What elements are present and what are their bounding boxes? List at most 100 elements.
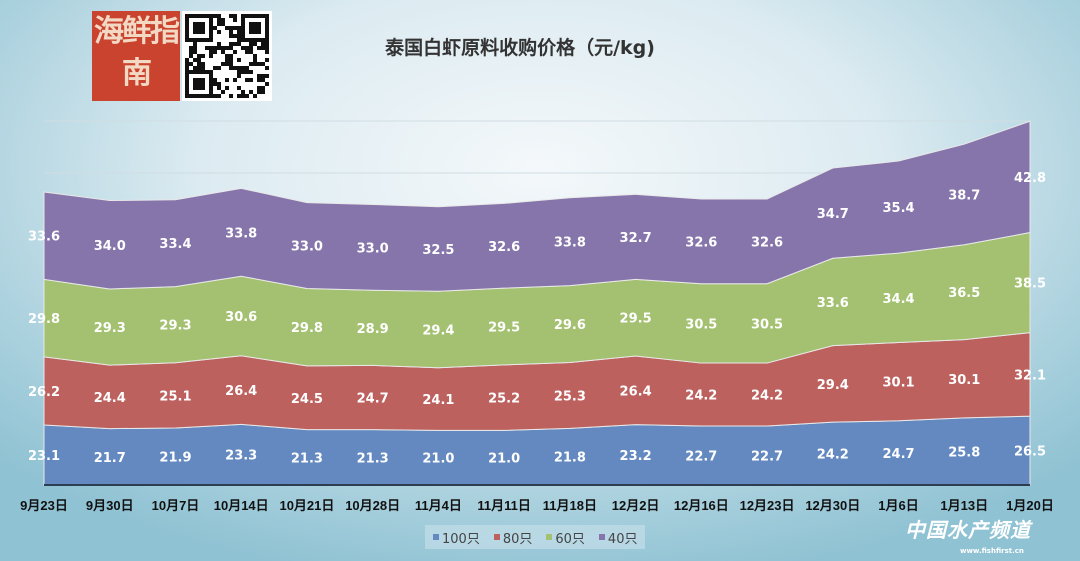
qr-module [209,22,213,26]
x-tick-label: 12月23日 [740,498,795,513]
data-label: 32.7 [620,231,652,246]
qr-module [217,82,221,86]
qr-module [249,14,253,18]
qr-module [193,30,197,34]
qr-module [213,94,217,98]
qr-module [237,94,241,98]
qr-module [217,94,221,98]
data-label: 29.3 [159,319,191,334]
data-label: 26.4 [225,384,257,399]
qr-module [209,46,213,50]
data-label: 24.2 [685,389,717,404]
qr-module [233,42,237,46]
legend-item: 60只 [546,528,585,547]
qr-module [265,38,269,42]
data-label: 24.2 [751,389,783,404]
data-label: 29.3 [94,321,126,336]
data-label: 23.3 [225,449,257,464]
qr-module [193,58,197,62]
qr-module [197,66,201,70]
data-label: 21.8 [554,451,586,466]
qr-module [241,14,245,18]
qr-module [213,78,217,82]
qr-module [201,94,205,98]
data-label: 24.7 [357,392,389,407]
data-label: 25.3 [554,389,586,404]
qr-module [237,38,241,42]
qr-module [229,14,233,18]
qr-module [265,30,269,34]
x-tick-label: 12月16日 [674,498,729,513]
qr-module [209,78,213,82]
qr-module [193,22,197,26]
qr-module [217,30,221,34]
qr-module [197,26,201,30]
qr-module [253,62,257,66]
data-label: 30.1 [948,373,980,388]
qr-module [241,94,245,98]
data-label: 30.6 [225,310,257,325]
qr-module [201,22,205,26]
legend-swatch [433,534,439,540]
qr-module [257,46,261,50]
x-tick-label: 10月21日 [279,498,334,513]
qr-module [209,30,213,34]
data-label: 38.7 [948,188,980,203]
qr-module [229,58,233,62]
qr-module [197,94,201,98]
qr-module [209,70,213,74]
qr-module [193,70,197,74]
qr-module [209,18,213,22]
x-tick-label: 10月7日 [152,498,200,513]
data-label: 29.6 [554,318,586,333]
data-label: 33.8 [554,236,586,251]
data-label: 32.1 [1014,368,1046,383]
qr-module [205,94,209,98]
qr-module [265,66,269,70]
data-label: 24.5 [291,392,323,407]
qr-module [201,38,205,42]
qr-module [201,26,205,30]
qr-module [189,62,193,66]
qr-module [265,22,269,26]
watermark-url: www.fishfirst.cn [960,547,1024,555]
legend: 100只 80只 60只 40只 [425,525,646,549]
qr-module [237,30,241,34]
data-label: 29.8 [28,312,60,327]
qr-module [261,42,265,46]
x-tick-label: 9月30日 [86,498,134,513]
qr-module [265,58,269,62]
qr-module [189,38,193,42]
qr-module [217,46,221,50]
qr-module [197,22,201,26]
qr-module [253,30,257,34]
qr-module [225,78,229,82]
qr-module [257,74,261,78]
data-label: 25.1 [159,389,191,404]
qr-module [197,58,201,62]
qr-module [233,14,237,18]
qr-module [253,38,257,42]
qr-module [265,46,269,50]
qr-module [257,86,261,90]
qr-module [257,26,261,30]
qr-module [225,46,229,50]
qr-module [209,14,213,18]
qr-module [233,26,237,30]
qr-module [185,22,189,26]
data-label: 30.5 [685,317,717,332]
qr-module [229,66,233,70]
data-label: 32.5 [422,243,454,258]
qr-module [257,22,261,26]
data-label: 34.7 [817,207,849,222]
qr-module [209,90,213,94]
qr-module [245,46,249,50]
data-label: 30.5 [751,317,783,332]
qr-module [257,90,261,94]
x-tick-label: 12月30日 [805,498,860,513]
qr-module [265,14,269,18]
qr-module [261,78,265,82]
qr-module [241,38,245,42]
data-label: 33.6 [817,296,849,311]
